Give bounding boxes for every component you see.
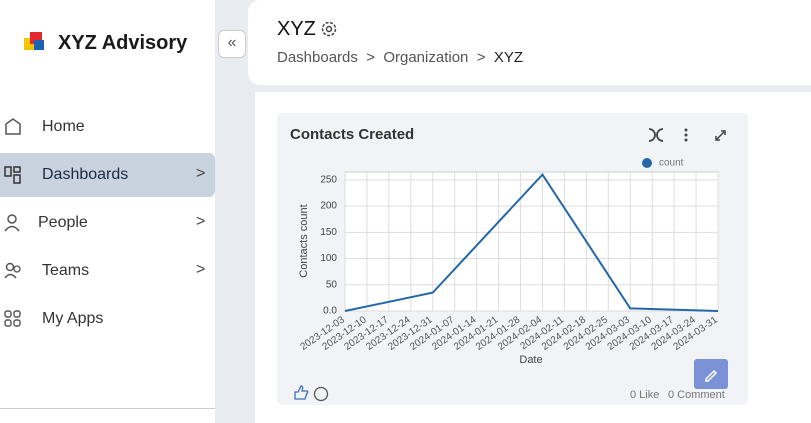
chevron: > — [196, 261, 206, 278]
footer: 0 Like 0 Comment — [294, 385, 725, 402]
menu-icon[interactable] — [684, 128, 688, 142]
y-tick-label: 150 — [320, 227, 337, 238]
nav-label: My Apps — [42, 310, 104, 327]
chart: Contacts Created Contacts count Date 0 L… — [290, 126, 728, 402]
edit-button[interactable] — [694, 359, 728, 389]
line — [344, 173, 719, 312]
y-tick-label: 0.0 — [323, 306, 337, 317]
y-tick-label: 250 — [320, 175, 337, 186]
expand-icon[interactable] — [715, 130, 726, 141]
y-axis-label: Contacts count — [298, 204, 310, 277]
chevron: > — [196, 213, 206, 230]
icon — [5, 118, 21, 135]
icon — [4, 166, 21, 184]
comment-icon[interactable] — [313, 386, 329, 402]
nav-label: Dashboards — [42, 166, 129, 183]
icon — [4, 310, 21, 327]
comment-count: 0 Comment — [668, 389, 725, 401]
brand: XYZ Advisory — [58, 32, 188, 54]
widget-card: Contacts Created Contacts count Date 0 L… — [277, 113, 748, 405]
nav-label: Teams — [42, 262, 90, 279]
legend-marker — [642, 158, 652, 168]
nav-label: Home — [42, 118, 85, 135]
page-title: XYZ — [277, 18, 316, 40]
chart-title: Contacts Created — [290, 126, 414, 143]
y-tick-label: 50 — [326, 279, 338, 290]
plot-area — [344, 171, 719, 312]
chevron: > — [196, 165, 206, 182]
nav-label: People — [38, 214, 88, 231]
nav-item[interactable]: People > — [0, 201, 215, 245]
crumb: XYZ — [493, 49, 524, 66]
divider — [0, 408, 215, 409]
nav-item[interactable]: Dashboards > — [0, 153, 215, 197]
nav-item[interactable]: Teams > — [0, 249, 215, 293]
icon — [4, 262, 21, 279]
like-icon[interactable] — [294, 385, 309, 400]
nav-item[interactable]: My Apps — [0, 297, 215, 341]
sidebar: XYZ Advisory Home Dashboards > People > Te… — [0, 0, 215, 423]
logo — [24, 32, 44, 50]
like-count: 0 Like — [630, 389, 659, 401]
legend-label: count — [659, 158, 684, 169]
x-axis-label: Date — [519, 354, 542, 366]
crumb[interactable]: Dashboards — [277, 49, 358, 66]
settings-icon[interactable] — [320, 20, 338, 38]
breadcrumb: Dashboards > Organization > XYZ — [277, 49, 524, 66]
crumb[interactable]: Organization — [383, 49, 469, 66]
y-tick-label: 200 — [320, 201, 337, 212]
refresh-icon[interactable] — [648, 128, 664, 142]
collapse-button[interactable]: « — [218, 30, 246, 58]
nav-item[interactable]: Home — [0, 105, 215, 149]
header: XYZ Dashboards > Organization > XYZ — [248, 0, 811, 85]
icon — [4, 214, 20, 232]
y-tick-label: 100 — [320, 253, 337, 264]
